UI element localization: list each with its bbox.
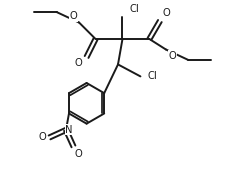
Text: O: O bbox=[38, 132, 46, 142]
Text: O: O bbox=[75, 149, 83, 159]
Text: Cl: Cl bbox=[129, 4, 139, 14]
Text: N: N bbox=[65, 125, 73, 135]
Text: O: O bbox=[74, 58, 82, 68]
Text: O: O bbox=[163, 8, 171, 18]
Text: O: O bbox=[70, 11, 78, 21]
Text: O: O bbox=[169, 51, 177, 61]
Text: Cl: Cl bbox=[147, 71, 157, 81]
